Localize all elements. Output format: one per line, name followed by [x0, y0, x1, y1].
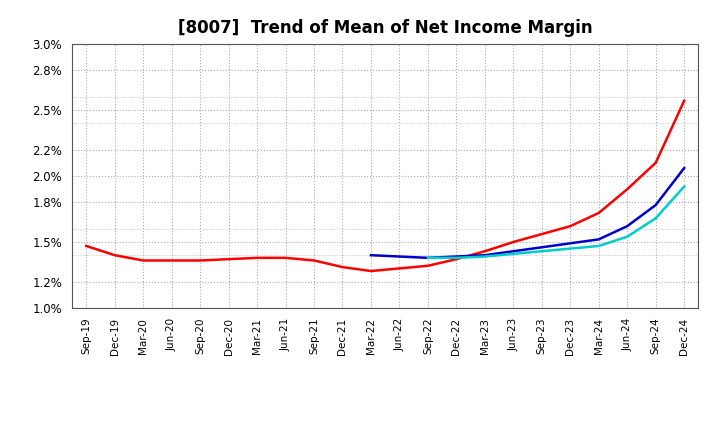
- 5 Years: [623, 224, 631, 229]
- 3 Years: [196, 258, 204, 263]
- 3 Years: [167, 258, 176, 263]
- 3 Years: [282, 255, 290, 260]
- 5 Years: [366, 253, 375, 258]
- Title: [8007]  Trend of Mean of Net Income Margin: [8007] Trend of Mean of Net Income Margi…: [178, 19, 593, 37]
- 5 Years: [452, 254, 461, 259]
- 3 Years: [82, 243, 91, 249]
- 3 Years: [110, 253, 119, 258]
- 5 Years: [680, 165, 688, 171]
- 3 Years: [310, 258, 318, 263]
- 7 Years: [680, 184, 688, 189]
- 7 Years: [452, 255, 461, 260]
- 3 Years: [537, 231, 546, 237]
- 3 Years: [395, 266, 404, 271]
- 5 Years: [652, 202, 660, 208]
- Line: 3 Years: 3 Years: [86, 101, 684, 271]
- 7 Years: [480, 254, 489, 259]
- 3 Years: [623, 187, 631, 192]
- 3 Years: [423, 263, 432, 268]
- 3 Years: [509, 239, 518, 245]
- 3 Years: [452, 257, 461, 262]
- 5 Years: [395, 254, 404, 259]
- 5 Years: [595, 237, 603, 242]
- 3 Years: [480, 249, 489, 254]
- 7 Years: [566, 246, 575, 251]
- 7 Years: [423, 255, 432, 260]
- 5 Years: [480, 253, 489, 258]
- 5 Years: [423, 255, 432, 260]
- 3 Years: [566, 224, 575, 229]
- 7 Years: [595, 243, 603, 249]
- 3 Years: [680, 98, 688, 103]
- 7 Years: [623, 234, 631, 239]
- 3 Years: [253, 255, 261, 260]
- 7 Years: [537, 249, 546, 254]
- 3 Years: [338, 264, 347, 270]
- 3 Years: [139, 258, 148, 263]
- 5 Years: [537, 245, 546, 250]
- 3 Years: [595, 210, 603, 216]
- Line: 5 Years: 5 Years: [371, 168, 684, 258]
- 5 Years: [509, 249, 518, 254]
- 7 Years: [652, 216, 660, 221]
- 3 Years: [225, 257, 233, 262]
- 3 Years: [366, 268, 375, 274]
- 7 Years: [509, 251, 518, 257]
- 3 Years: [652, 160, 660, 165]
- 5 Years: [566, 241, 575, 246]
- Line: 7 Years: 7 Years: [428, 187, 684, 258]
